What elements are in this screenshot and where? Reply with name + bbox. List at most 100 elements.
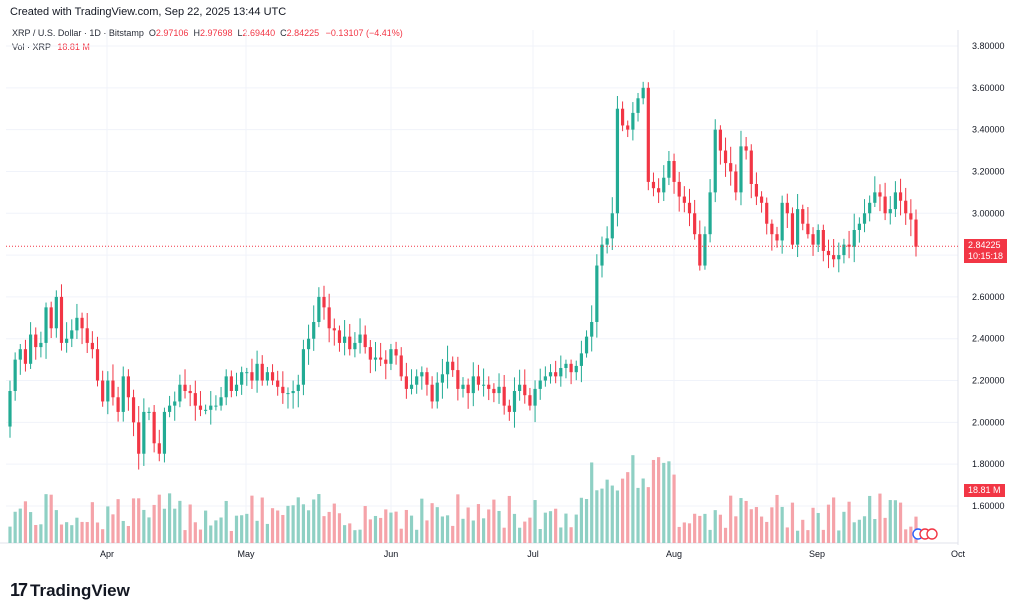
candle-body — [255, 363, 259, 381]
candle-body — [873, 192, 877, 203]
candle-body — [502, 386, 506, 406]
volume-bar — [631, 455, 635, 543]
candle-body — [276, 380, 280, 387]
volume-bar — [49, 494, 53, 543]
candle-body — [224, 376, 228, 398]
volume-bar — [183, 530, 187, 543]
volume-bar — [54, 510, 58, 543]
candle-body — [95, 349, 100, 381]
y-tick-label: 3.80000 — [972, 41, 1005, 51]
volume-bar — [512, 513, 517, 543]
volume-bar — [909, 526, 913, 543]
volume-bar — [713, 510, 717, 543]
volume-bar — [600, 488, 604, 543]
tradingview-logo[interactable]: 17 TradingView — [10, 580, 130, 601]
brand-name: TradingView — [30, 580, 130, 600]
candle-body — [775, 234, 779, 241]
volume-bar — [219, 517, 223, 543]
candle-body — [662, 177, 666, 193]
candle-body — [687, 202, 692, 214]
volume-bar — [734, 516, 738, 543]
volume-bar — [523, 521, 527, 543]
volume-bar — [749, 509, 753, 543]
volume-bar — [677, 526, 681, 543]
volume-bar — [816, 512, 820, 543]
candle-body — [281, 386, 285, 394]
volume-bar — [862, 516, 867, 543]
volume-bar — [229, 530, 233, 543]
volume-bar — [533, 500, 537, 543]
volume-bar — [723, 527, 728, 543]
volume-bar — [95, 522, 100, 543]
candle-body — [34, 334, 38, 348]
candle-body — [672, 161, 676, 182]
last-price-value: 2.84225 — [968, 240, 1001, 250]
volume-bar — [868, 495, 872, 543]
volume-bar — [301, 504, 306, 543]
candle-body — [121, 376, 125, 412]
volume-bar — [394, 511, 398, 543]
candle-body — [821, 230, 825, 251]
volume-value: 18.81 M — [57, 42, 90, 52]
volume-bar — [260, 497, 264, 543]
volume-bar — [595, 490, 599, 543]
volume-bar — [224, 500, 228, 543]
volume-bar — [8, 526, 12, 543]
volume-bar — [111, 514, 115, 543]
candle-body — [790, 213, 795, 245]
candle-body — [430, 384, 434, 402]
volume-bar — [898, 502, 903, 543]
volume-bar — [162, 508, 167, 543]
volume-bar — [904, 529, 908, 543]
candle-body — [909, 213, 913, 220]
candle-body — [106, 380, 110, 402]
volume-bar — [620, 478, 625, 543]
volume-bar — [729, 495, 733, 543]
volume-bar — [492, 499, 496, 543]
candle-body — [214, 405, 218, 407]
volume-bar — [281, 514, 285, 543]
volume-bar — [13, 511, 17, 543]
candle-body — [785, 202, 789, 214]
candle-body — [770, 223, 774, 235]
candle-body — [523, 384, 527, 396]
volume-bar — [878, 493, 882, 543]
candle-body — [600, 244, 604, 266]
last-price-tag: 2.84225 10:15:18 — [964, 239, 1008, 263]
volume-bar — [399, 528, 403, 543]
y-tick-label: 3.60000 — [972, 83, 1005, 93]
volume-bar — [337, 513, 342, 543]
y-tick-label: 3.00000 — [972, 208, 1005, 218]
y-tick-label: 1.60000 — [972, 501, 1005, 511]
candle-body — [862, 213, 867, 224]
volume-bar — [142, 509, 146, 543]
candle-body — [28, 334, 33, 364]
volume-bar — [548, 511, 553, 543]
candle-body — [111, 380, 115, 398]
candle-body — [518, 384, 522, 391]
volume-bar — [538, 529, 542, 543]
volume-bar — [368, 519, 372, 543]
bar-countdown: 10:15:18 — [968, 251, 1004, 261]
candle-body — [353, 342, 357, 350]
volume-bar — [590, 462, 594, 543]
volume-bar — [425, 520, 429, 543]
symbol-label[interactable]: XRP / U.S. Dollar · 1D · Bitstamp — [12, 28, 144, 38]
candle-body — [605, 238, 609, 245]
volume-bar — [554, 508, 558, 543]
volume-bar — [507, 495, 511, 543]
candle-body — [914, 219, 918, 247]
volume-label[interactable]: Vol · XRP — [12, 42, 51, 52]
candle-body — [451, 361, 455, 371]
candle-body — [765, 202, 769, 224]
candle-body — [538, 380, 542, 389]
candle-body — [229, 376, 233, 391]
candle-body — [590, 322, 594, 337]
candle-body — [492, 388, 496, 394]
candle-body — [569, 363, 573, 373]
volume-bar — [131, 498, 136, 543]
candle-body — [70, 330, 74, 339]
x-tick-label: Jul — [527, 549, 539, 559]
high-label: H — [193, 28, 200, 38]
